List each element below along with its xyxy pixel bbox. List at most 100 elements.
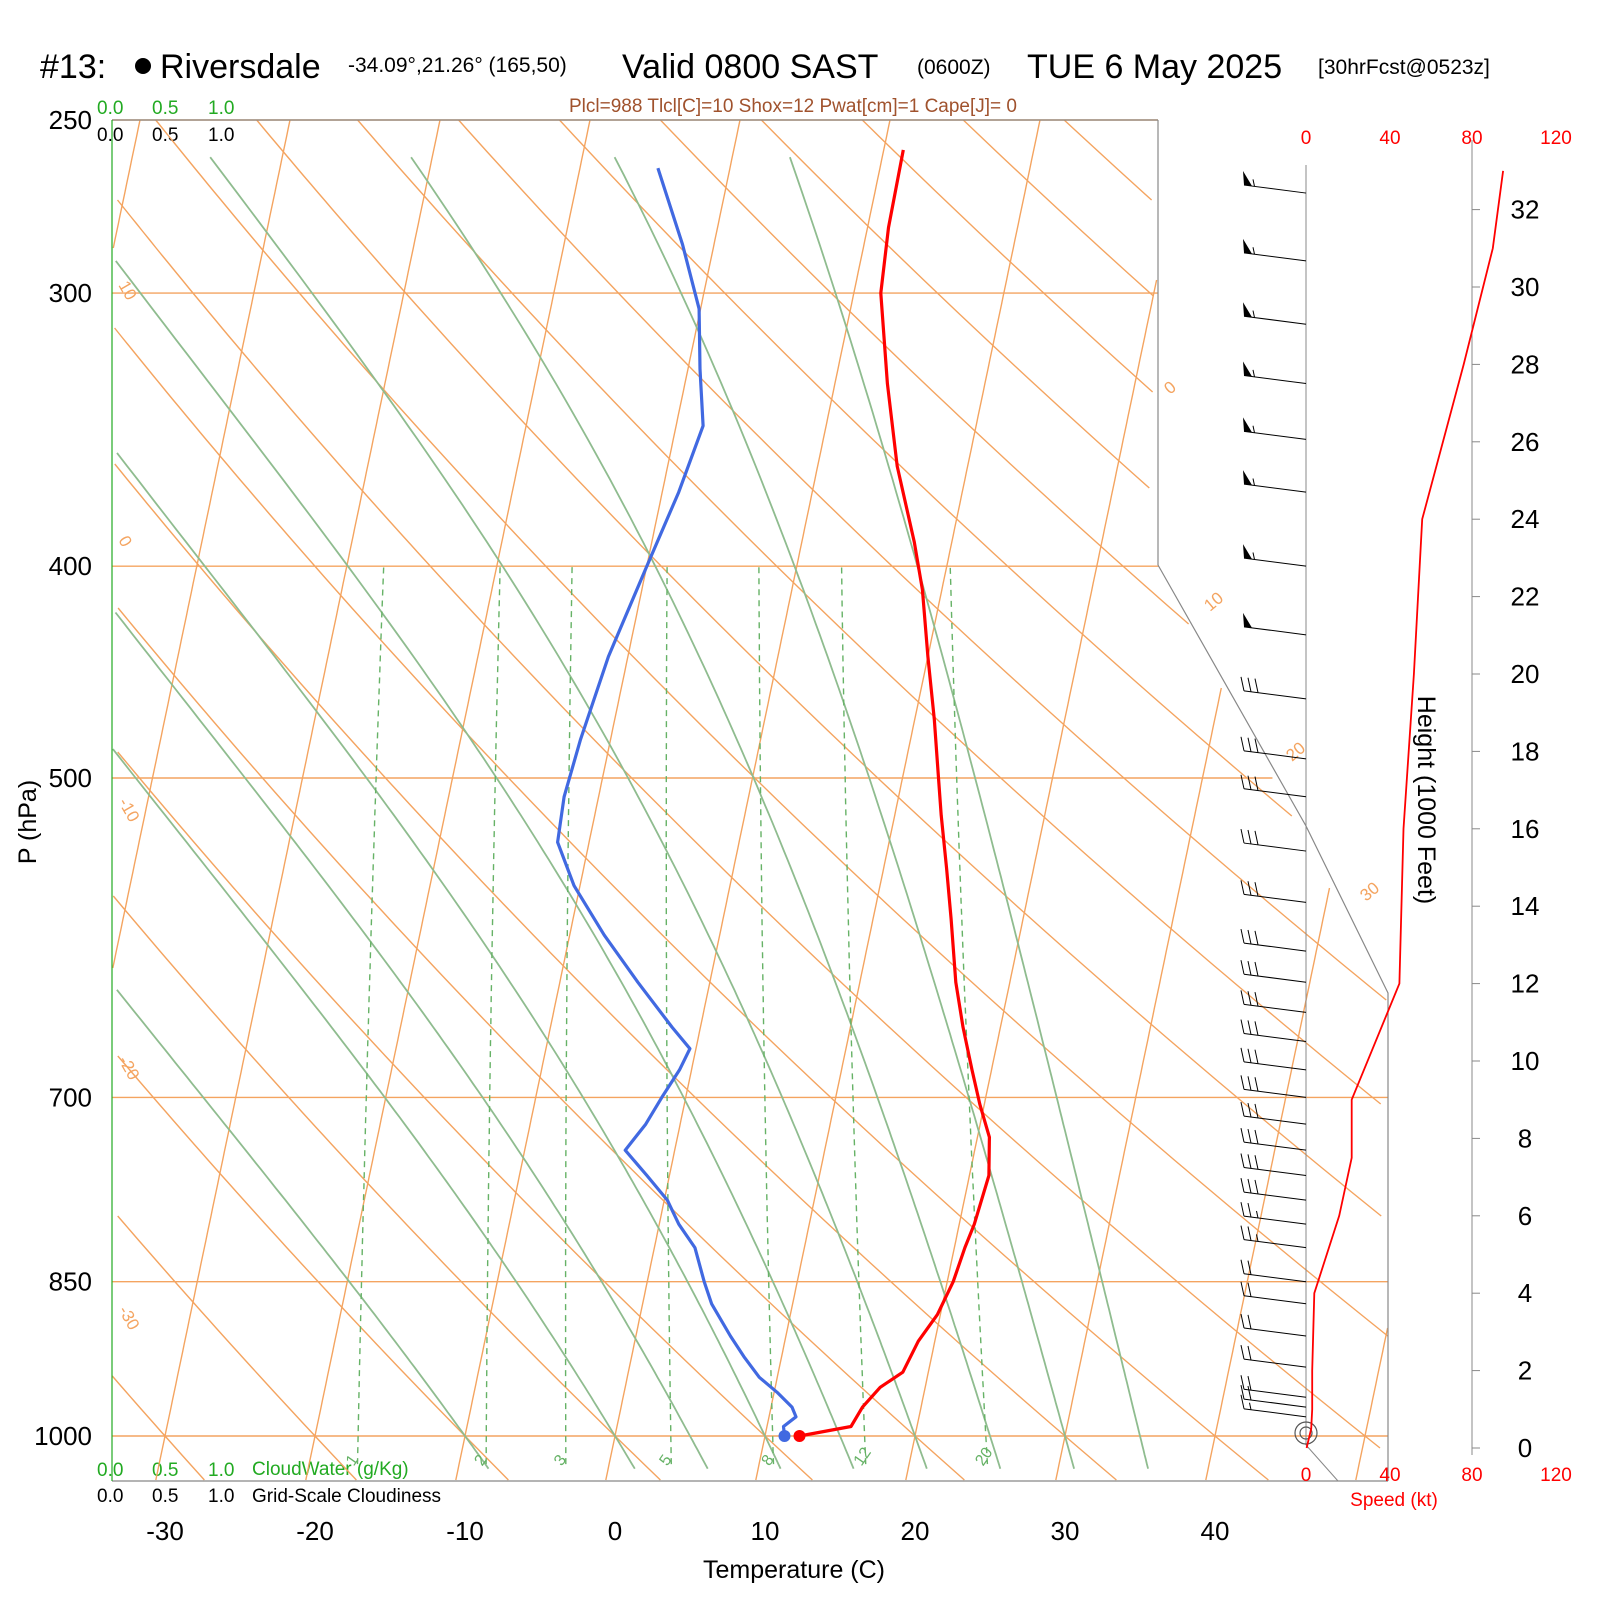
wind-barb: [1243, 417, 1307, 440]
height-tick: 6: [1518, 1201, 1532, 1231]
barb-full: [1240, 1178, 1245, 1193]
cloudiness-tick: 0.0: [97, 1486, 123, 1507]
temperature-tick: -20: [296, 1516, 334, 1546]
barb-full: [1247, 1345, 1252, 1361]
temperature-tick: 40: [1201, 1516, 1230, 1546]
wind-barb: [1240, 1178, 1307, 1201]
isotherm-line: [305, 119, 591, 1481]
wind-barb: [1240, 1075, 1307, 1098]
pressure-tick: 500: [49, 763, 92, 793]
barb-full: [1254, 830, 1259, 845]
barb-staff: [1243, 1061, 1307, 1071]
speed-profile: [1305, 170, 1504, 1449]
cloudiness-tick: 1.0: [208, 1486, 234, 1507]
barb-axis-tail: [1305, 1444, 1339, 1482]
barb-staff: [1243, 626, 1307, 636]
dry-adiabat-line: [861, 119, 1154, 393]
temperature-tick: 20: [901, 1516, 930, 1546]
barb-staff: [1243, 1398, 1307, 1408]
barb-full: [1247, 829, 1252, 845]
mixing-ratio-line: [356, 566, 385, 1465]
height-tick: 30: [1511, 272, 1540, 302]
dry-adiabat-line: [117, 751, 813, 1481]
wind-barb: [1240, 676, 1307, 700]
isotherm-label: 0: [115, 533, 136, 551]
barb-full: [1254, 1103, 1259, 1119]
barb-staff: [1243, 1088, 1307, 1098]
barb-staff: [1243, 1408, 1307, 1418]
wind-barbs: [1240, 171, 1307, 1418]
barb-half: [1252, 425, 1255, 433]
temperature-tick: 10: [751, 1516, 780, 1546]
barb-full: [1240, 1102, 1245, 1117]
mixing-ratio-label: 3: [551, 1452, 570, 1469]
station-dot-icon: [135, 58, 151, 74]
temperature-tick: -10: [446, 1516, 484, 1546]
barb-full: [1247, 1128, 1252, 1144]
barb-staff: [1243, 942, 1307, 952]
cloudwater-tick: 1.0: [208, 98, 234, 119]
barb-staff: [1243, 557, 1307, 567]
barb-full: [1240, 1259, 1245, 1274]
zulu-time: (0600Z): [917, 56, 991, 79]
wind-barb: [1240, 774, 1307, 798]
isotherm-line: [1355, 1327, 1389, 1481]
wind-barb: [1240, 1202, 1307, 1225]
barb-full: [1240, 928, 1245, 944]
pressure-tick: 250: [49, 105, 92, 135]
barb-staff: [1243, 483, 1307, 493]
barb-staff: [1243, 1273, 1307, 1283]
dewpoint-line: [555, 167, 798, 1437]
wind-barb: [1240, 990, 1307, 1013]
wind-barb: [1240, 1394, 1307, 1418]
barb-full: [1240, 1375, 1245, 1390]
mixing-ratio-line: [485, 566, 501, 1465]
barb-staff: [1243, 1166, 1307, 1176]
barb-full: [1247, 1154, 1252, 1169]
dry-adiabat-line: [458, 119, 1387, 1001]
temperature-axis-label: Temperature (C): [703, 1556, 885, 1584]
barb-full: [1240, 828, 1245, 844]
moist-adiabat-line: [116, 989, 490, 1470]
calm-wind-inner-icon: [1299, 1426, 1313, 1440]
chart-header: #13: Riversdale -34.09°,21.26° (165,50) …: [40, 48, 1490, 117]
speed-axis-label: Speed (kt): [1350, 1490, 1438, 1511]
barb-half: [1256, 1234, 1259, 1242]
barb-staff: [1243, 1215, 1307, 1225]
station-prefix: #13:: [40, 48, 106, 86]
forecast-date: TUE 6 May 2025: [1027, 48, 1282, 86]
speed-tick-top: 0: [1301, 128, 1312, 149]
barb-half: [1252, 310, 1255, 318]
wind-barb: [1240, 1225, 1307, 1249]
barb-flag: [1243, 417, 1252, 433]
barb-full: [1240, 1345, 1245, 1360]
forecast-run: [30hrFcst@0523z]: [1318, 56, 1490, 79]
barb-full: [1247, 737, 1252, 752]
barb-staff: [1243, 1191, 1307, 1201]
cloudwater-tick: 0.0: [97, 98, 123, 119]
barb-full: [1247, 881, 1252, 896]
barb-full: [1240, 1281, 1245, 1296]
wind-barb: [1240, 1384, 1307, 1408]
wind-barb: [1240, 1128, 1307, 1151]
height-tick: 0: [1518, 1433, 1532, 1463]
barb-half: [1249, 1402, 1252, 1410]
temperature-tick: 30: [1051, 1516, 1080, 1546]
barb-full: [1240, 1202, 1245, 1217]
barb-staff: [1243, 750, 1307, 760]
wind-barb: [1240, 1102, 1307, 1125]
isotherm-line: [605, 119, 891, 1481]
wind-barb: [1243, 171, 1307, 194]
mixing-ratio-line: [665, 566, 672, 1465]
barb-full: [1247, 1178, 1252, 1194]
barb-full: [1240, 1047, 1245, 1062]
barb-full: [1247, 1102, 1252, 1118]
wind-barb: [1240, 828, 1307, 852]
dry-adiabat-line: [962, 119, 1154, 297]
speed-profile-line: [1305, 170, 1504, 1449]
isotherm-label: 30: [1356, 878, 1383, 905]
moist-adiabat-line: [115, 260, 855, 1470]
cloudwater-tick: 0.5: [152, 98, 178, 119]
barb-half: [1252, 552, 1255, 560]
